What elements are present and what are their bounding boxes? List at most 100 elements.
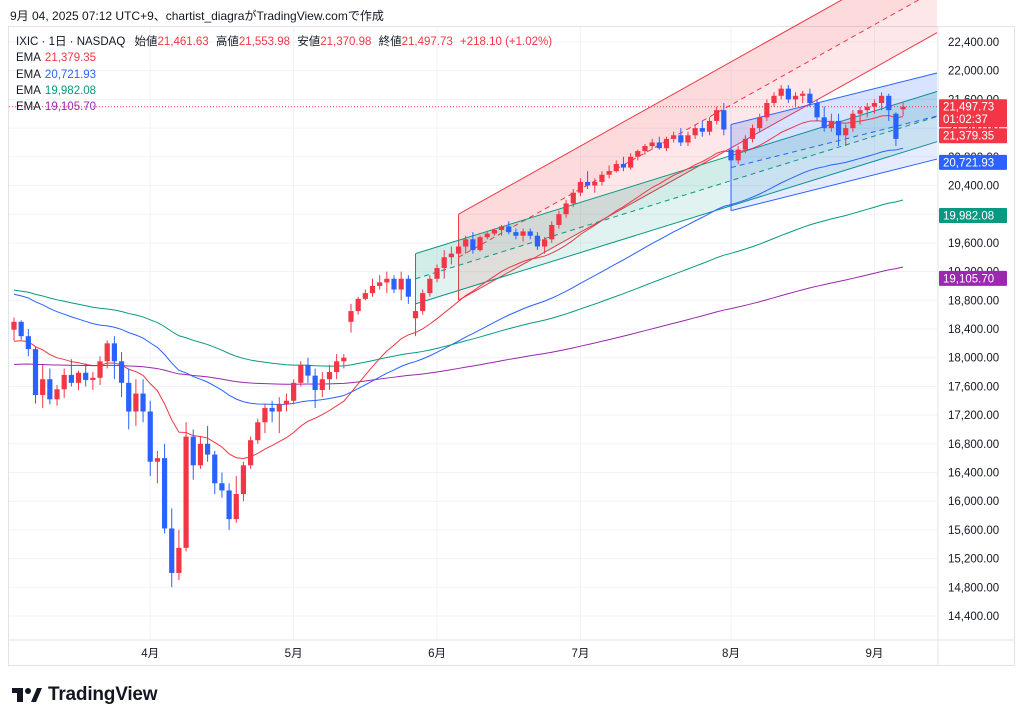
candle-body [11,321,17,330]
candle-body [878,95,885,103]
candle-body [757,117,763,129]
candle-body [513,232,519,236]
x-tick-label: 7月 [571,648,589,660]
ema-row-1[interactable]: EMA 21,379.35 [16,50,552,66]
open-label: 始値 [134,36,158,48]
grid-layer [9,27,1014,666]
candle-body [448,253,454,258]
candle-body [298,364,304,383]
candle-body [871,102,877,107]
candle-body [685,135,691,143]
tradingview-logo-icon [12,688,42,702]
candle-body [18,321,24,337]
price-axis-tag [939,154,1007,170]
x-tick-label: 8月 [722,648,740,660]
ema-value: 20,721.93 [44,68,97,81]
chart-header: 9月 04, 2025 07:12 UTC+9、chartist_diagraが… [10,9,384,23]
candle-body [549,224,555,240]
candle-body [262,407,268,423]
candle-body [527,231,533,236]
y-tick-label: 20,400.00 [948,181,999,193]
candle-body [441,257,447,269]
candle-body [721,110,727,130]
candle-body [843,128,849,136]
candle-body [140,393,146,412]
candle-body [377,282,383,286]
candle-body [183,436,189,548]
ema-label: EMA [16,52,41,65]
candle-body [341,357,347,362]
y-tick-label: 18,000.00 [948,353,999,365]
candle-body [420,293,426,312]
y-tick-label: 22,000.00 [948,66,999,78]
price-axis-tag-value: 21,379.35 [943,131,994,143]
candle-body [154,458,160,462]
candle-body [83,372,89,380]
candle-body [75,372,82,383]
candle-body [635,151,641,157]
candle-body [463,239,469,247]
candle-body [126,382,132,412]
channel-bottom-line [730,158,938,212]
channel-lower-band [415,116,937,304]
channel-layer [415,0,938,305]
channel-lower-band [458,0,937,301]
close-value: 21,497.73 [401,36,453,48]
candle-body [283,400,290,405]
candle-body [319,379,325,390]
candle-body [714,110,720,121]
x-tick-label: 4月 [141,648,159,660]
channel-mid-line [458,0,920,258]
candle-body [620,163,627,168]
y-tick-label: 19,600.00 [948,238,999,250]
y-tick-label: 18,400.00 [948,324,999,336]
chart-frame[interactable] [8,26,1015,666]
close-label: 終値 [378,36,402,48]
x-tick-label: 6月 [428,648,446,660]
candle-body [828,120,834,129]
channel-bottom-line [458,32,938,301]
candle-body [628,156,634,168]
candle-body [556,214,562,225]
low-label: 安値 [297,36,321,48]
candle-body [40,379,46,396]
high-label: 高値 [215,36,239,48]
candle-body [240,465,247,495]
channel-top-line [458,0,843,215]
candle-body [133,393,139,412]
ema-row-4[interactable]: EMA 19,105.70 [16,99,552,115]
candle-body [886,95,892,111]
candle-body [54,389,60,400]
ema-row-2[interactable]: EMA 20,721.93 [16,67,552,83]
x-tick-label: 5月 [285,648,303,660]
price-axis-tag [939,270,1007,286]
low-value: 21,370.98 [320,36,372,48]
candle-body [570,192,576,204]
price-axis-tag-value: 21,497.73 [943,102,994,114]
candle-body [592,181,598,186]
symbol-label[interactable]: IXIC · 1日 · NASDAQ [16,36,126,48]
tradingview-logo[interactable]: TradingView [12,684,158,706]
candle-body [348,311,354,322]
y-tick-label: 16,000.00 [948,496,999,508]
candle-body [104,343,110,362]
candle-body [405,278,411,297]
candle-body [362,293,368,299]
candle-body [850,113,856,129]
candle-body [161,458,168,529]
x-tick-label: 9月 [865,648,883,660]
candle-body [778,88,784,96]
candle-body [663,138,670,149]
candle-body [706,120,713,132]
candle-body [742,138,748,150]
candle-body [699,128,705,132]
candle-body [577,181,584,193]
ema-layer [9,106,937,459]
candle-body [434,268,440,279]
price-axis-tag-value: 19,105.70 [943,273,994,285]
candle-body [491,229,497,234]
ema-row-3[interactable]: EMA 19,982.08 [16,83,552,99]
price-axis-tag-countdown: 01:02:37 [943,114,988,126]
